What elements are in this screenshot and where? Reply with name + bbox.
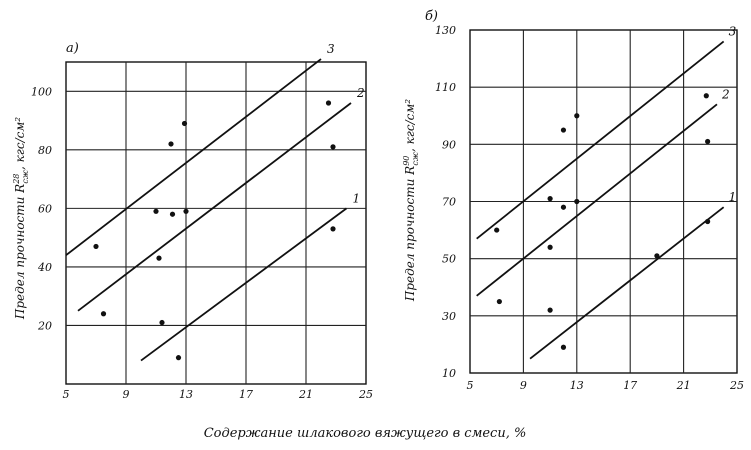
- x-tick-label: 17: [623, 379, 637, 392]
- data-point: [703, 93, 709, 99]
- data-point: [330, 144, 336, 150]
- trend-line-label-3: 3: [729, 24, 737, 38]
- x-tick-label: 21: [298, 388, 313, 401]
- chart-b: 5 9 13 17 21 25 10 30 50 70 90 110 130 1 2 3 б) Предел пр…: [402, 9, 744, 392]
- y-axis-label-unit: , кгс/см²: [403, 99, 417, 152]
- y-axis-label-sup: 28: [12, 174, 21, 185]
- data-point: [93, 243, 99, 250]
- y-tick-label: 70: [442, 196, 456, 209]
- trend-line-3: [65, 58, 322, 256]
- x-tick-label: 13: [570, 379, 584, 392]
- trend-line-2: [476, 103, 718, 297]
- data-point: [560, 344, 567, 350]
- data-point: [560, 127, 567, 133]
- y-tick-label: 130: [435, 24, 456, 37]
- data-point: [496, 298, 502, 305]
- y-axis-label-sub: сж: [21, 170, 30, 184]
- data-point: [547, 244, 553, 250]
- y-tick-label: 100: [31, 85, 52, 98]
- trend-line-2: [77, 102, 352, 312]
- data-point: [100, 311, 107, 317]
- trend-line-label-2: 2: [721, 87, 730, 101]
- data-point: [325, 100, 332, 106]
- data-point: [574, 113, 580, 119]
- plot-frame: [65, 61, 367, 385]
- y-axis-label-main: Предел прочности R: [403, 166, 417, 302]
- y-tick-label: 90: [442, 138, 456, 151]
- data-point: [159, 319, 165, 326]
- data-point: [560, 204, 567, 210]
- panel-label: а): [66, 41, 79, 56]
- trend-line-1: [529, 206, 725, 360]
- trend-line-label-2: 2: [356, 86, 365, 100]
- data-point: [168, 141, 174, 147]
- data-point: [181, 120, 188, 127]
- y-axis-label-sup: 90: [402, 156, 411, 166]
- data-point: [169, 211, 176, 217]
- y-axis-label: Предел прочности R90сж, кгс/см²: [402, 99, 420, 302]
- data-point: [330, 226, 336, 232]
- y-tick-label: 30: [442, 310, 456, 323]
- x-tick-label: 21: [676, 379, 691, 392]
- data-point: [153, 208, 159, 214]
- data-point: [574, 198, 580, 205]
- data-point: [705, 138, 711, 145]
- data-point: [547, 307, 553, 313]
- x-tick-label: 25: [358, 388, 373, 401]
- y-tick-label: 80: [38, 144, 52, 157]
- x-axis-label: Содержание шлакового вяжущего в смеси, %: [204, 426, 527, 441]
- x-tick-label: 9: [123, 388, 130, 401]
- trend-line-1: [140, 207, 348, 362]
- trend-line-3: [476, 40, 725, 240]
- x-tick-label: 17: [239, 388, 253, 401]
- trend-line-label-3: 3: [327, 42, 335, 56]
- y-axis-label-sub: сж: [411, 152, 420, 166]
- data-point: [183, 208, 189, 214]
- trend-line-label-1: 1: [353, 191, 361, 205]
- y-tick-label: 10: [442, 367, 456, 380]
- y-axis-label-main: Предел прочности R: [13, 184, 27, 320]
- x-tick-label: 13: [179, 388, 193, 401]
- panel-label: б): [425, 9, 438, 24]
- data-point: [156, 255, 162, 261]
- x-tick-label: 9: [520, 379, 527, 392]
- x-tick-label: 25: [729, 379, 744, 392]
- y-tick-label: 20: [37, 319, 52, 332]
- trend-line-label-1: 1: [729, 190, 737, 204]
- y-tick-label: 50: [442, 253, 456, 266]
- data-point: [705, 218, 711, 225]
- y-tick-label: 110: [435, 81, 456, 94]
- data-point: [654, 253, 660, 259]
- x-tick-label: 5: [63, 388, 70, 401]
- data-point: [547, 196, 553, 202]
- chart-a: 5 9 13 17 21 25 20 40 60 80 100 1 2 3 а) Предел прочнос…: [12, 41, 373, 401]
- x-tick-label: 5: [467, 379, 474, 392]
- y-axis-label: Предел прочности R28сж, кгс/см²: [12, 117, 30, 320]
- y-axis-label-unit: , кгс/см²: [13, 117, 27, 170]
- y-tick-label: 60: [38, 202, 52, 215]
- data-point: [175, 355, 182, 361]
- y-tick-label: 40: [37, 261, 52, 274]
- data-point: [494, 227, 500, 233]
